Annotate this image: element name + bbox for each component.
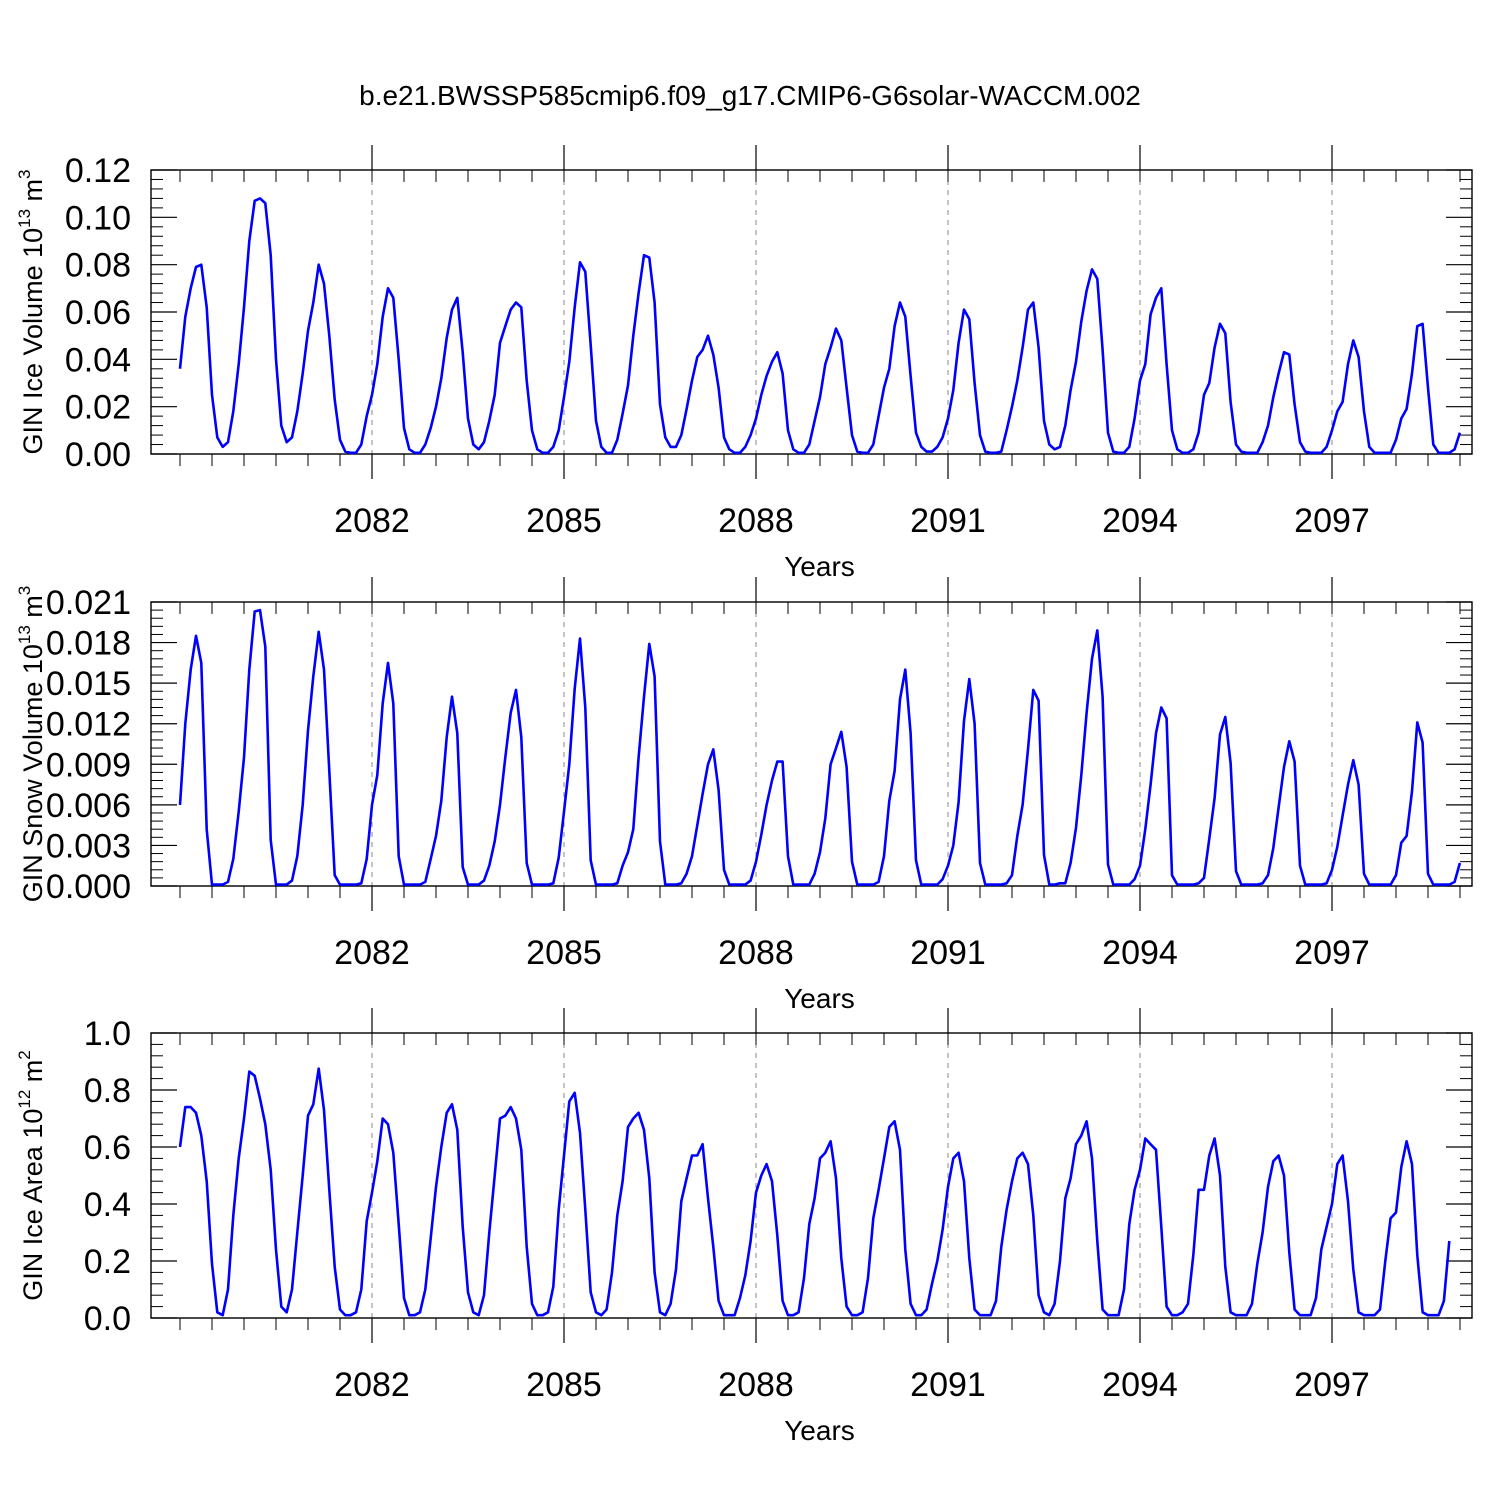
x-tick-label: 2091	[910, 502, 986, 540]
y-tick-label: 0.021	[46, 584, 131, 622]
x-tick-label: 2085	[526, 934, 602, 972]
plot-frame	[150, 169, 1473, 455]
y-tick-label: 0.08	[65, 247, 131, 285]
y-tick-label: 0.003	[46, 827, 131, 865]
y-tick-label: 1.0	[84, 1015, 131, 1053]
x-tick-label: 2091	[910, 934, 986, 972]
x-tick-label: 2088	[718, 934, 794, 972]
y-tick-label: 0.2	[84, 1243, 131, 1281]
y-tick-label: 0.006	[46, 787, 131, 825]
y-axis-label: GIN Snow Volume 1013 m3	[15, 586, 48, 903]
x-tick-label: 2094	[1102, 934, 1178, 972]
series-line	[178, 608, 1462, 886]
series-line	[178, 197, 1462, 455]
x-tick-label: 2097	[1294, 502, 1370, 540]
x-axis-label: Years	[784, 551, 855, 582]
y-tick-label: 0.02	[65, 389, 131, 427]
y-tick-label: 0.8	[84, 1072, 131, 1110]
series-line	[178, 1067, 1451, 1317]
y-tick-label: 0.6	[84, 1129, 131, 1167]
y-tick-label: 0.015	[46, 665, 131, 703]
y-tick-label: 0.4	[84, 1186, 131, 1224]
x-tick-label: 2082	[334, 1366, 410, 1404]
x-tick-label: 2082	[334, 934, 410, 972]
y-tick-label: 0.000	[46, 868, 131, 906]
x-tick-label: 2088	[718, 502, 794, 540]
x-tick-label: 2085	[526, 502, 602, 540]
x-tick-label: 2082	[334, 502, 410, 540]
y-tick-label: 0.04	[65, 341, 131, 379]
x-tick-label: 2088	[718, 1366, 794, 1404]
x-tick-label: 2085	[526, 1366, 602, 1404]
plot-frame	[150, 601, 1473, 887]
panel-ice-volume: 0.00 0.02 0.04 0.06 0.08 0.10 0.12 2082 2085 2088…	[15, 145, 1473, 582]
x-axis-label: Years	[784, 1415, 855, 1446]
x-tick-label: 2094	[1102, 1366, 1178, 1404]
y-axis-label: GIN Ice Area 1012 m2	[15, 1050, 48, 1301]
panel-snow-volume: 0.0000.0030.0060.0090.0120.0150.0180.021…	[15, 577, 1473, 1014]
plot-frame	[150, 1032, 1473, 1319]
y-tick-label: 0.012	[46, 706, 131, 744]
y-tick-label: 0.00	[65, 436, 131, 474]
y-tick-label: 0.018	[46, 625, 131, 663]
x-tick-label: 2094	[1102, 502, 1178, 540]
y-tick-label: 0.10	[65, 199, 131, 237]
y-axis-label: GIN Ice Volume 1013 m3	[15, 169, 48, 454]
figure-title: b.e21.BWSSP585cmip6.f09_g17.CMIP6-G6sola…	[359, 80, 1141, 111]
y-tick-label: 0.009	[46, 746, 131, 784]
x-tick-label: 2091	[910, 1366, 986, 1404]
y-tick-label: 0.06	[65, 294, 131, 332]
x-tick-label: 2097	[1294, 934, 1370, 972]
x-axis-label: Years	[784, 983, 855, 1014]
panel-ice-area: 0.0 0.2 0.4 0.6 0.8 1.0 2082 2085 2088 2091 2094 20…	[15, 1008, 1473, 1446]
y-tick-label: 0.12	[65, 152, 131, 190]
x-tick-label: 2097	[1294, 1366, 1370, 1404]
y-tick-label: 0.0	[84, 1300, 131, 1338]
